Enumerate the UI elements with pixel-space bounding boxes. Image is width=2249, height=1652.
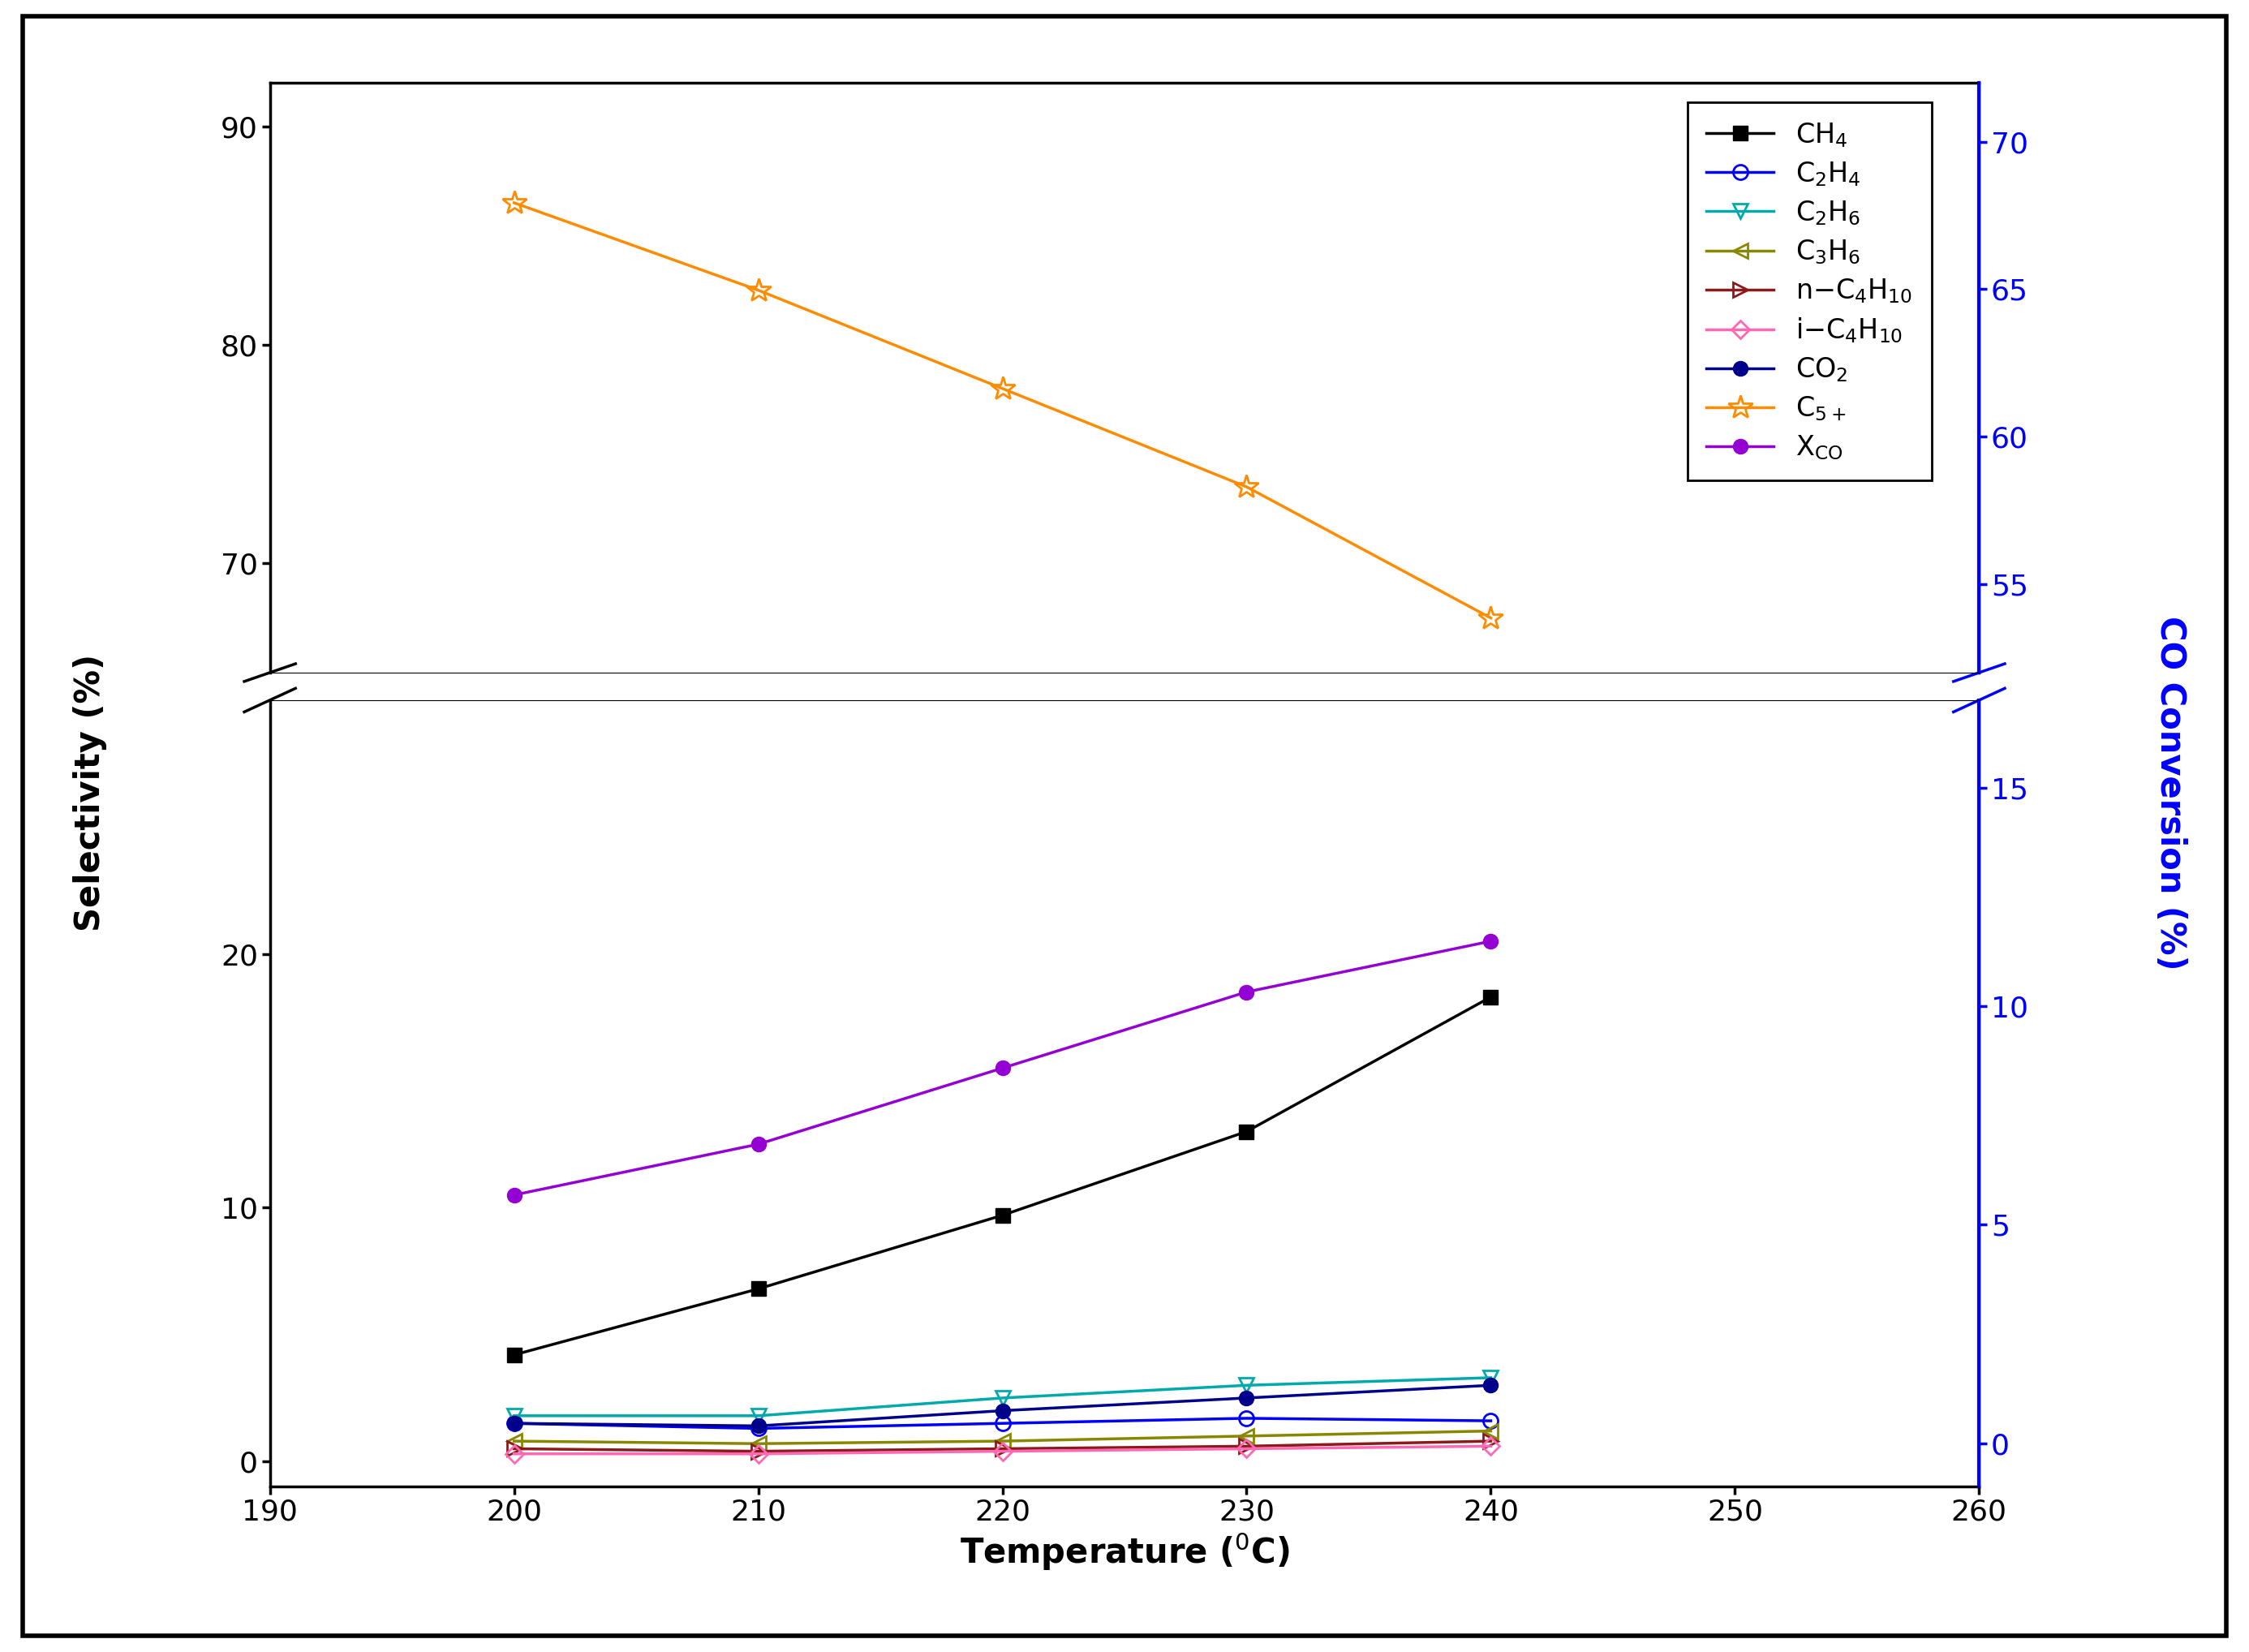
Legend: $\mathregular{CH_4}$, $\mathregular{C_2H_4}$, $\mathregular{C_2H_6}$, $\mathregu: $\mathregular{CH_4}$, $\mathregular{C_2H… xyxy=(1687,102,1932,481)
Text: Selectivity (%): Selectivity (%) xyxy=(72,654,108,932)
Text: CO Conversion (%): CO Conversion (%) xyxy=(2152,616,2188,970)
X-axis label: Temperature ($^0$C): Temperature ($^0$C) xyxy=(960,1531,1289,1573)
